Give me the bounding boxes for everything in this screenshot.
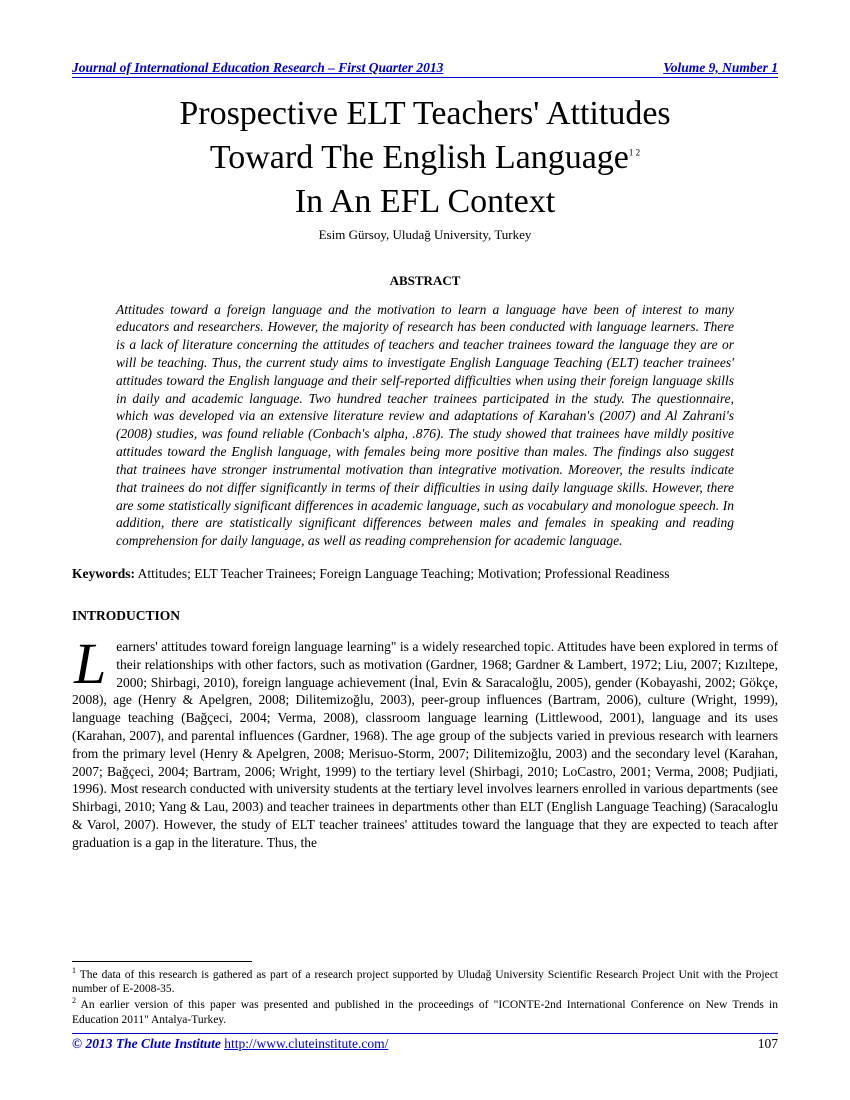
footnote-rule — [72, 961, 252, 962]
page-footer: © 2013 The Clute Institute http://www.cl… — [72, 1033, 778, 1052]
title-footnote-ref-2: 2 — [636, 148, 641, 158]
introduction-heading: INTRODUCTION — [72, 608, 778, 624]
dropcap-letter: L — [72, 638, 116, 686]
title-line-3: In An EFL Context — [295, 183, 555, 220]
footer-url[interactable]: http://www.cluteinstitute.com/ — [224, 1036, 388, 1051]
title-line-2: Toward The English Language — [210, 139, 629, 176]
introduction-text: earners' attitudes toward foreign langua… — [72, 639, 778, 850]
abstract-body: Attitudes toward a foreign language and … — [116, 301, 734, 550]
page-number: 107 — [758, 1036, 778, 1052]
footnote-1: 1 The data of this research is gathered … — [72, 966, 778, 997]
footer-copyright: © 2013 The Clute Institute http://www.cl… — [72, 1036, 388, 1052]
introduction-body: L earners' attitudes toward foreign lang… — [72, 638, 778, 852]
article-title: Prospective ELT Teachers' Attitudes Towa… — [72, 92, 778, 225]
footnote-2: 2 An earlier version of this paper was p… — [72, 996, 778, 1027]
keywords-line: Keywords: Attitudes; ELT Teacher Trainee… — [72, 566, 778, 582]
keywords-text: Attitudes; ELT Teacher Trainees; Foreign… — [135, 566, 670, 581]
page-bottom: 1 The data of this research is gathered … — [72, 941, 778, 1052]
volume-number: Volume 9, Number 1 — [663, 60, 778, 76]
author-line: Esim Gürsoy, Uludağ University, Turkey — [72, 227, 778, 243]
journal-header: Journal of International Education Resea… — [72, 60, 778, 78]
title-line-1: Prospective ELT Teachers' Attitudes — [179, 95, 670, 132]
abstract-heading: ABSTRACT — [72, 273, 778, 289]
keywords-label: Keywords: — [72, 566, 135, 581]
journal-name: Journal of International Education Resea… — [72, 60, 443, 76]
